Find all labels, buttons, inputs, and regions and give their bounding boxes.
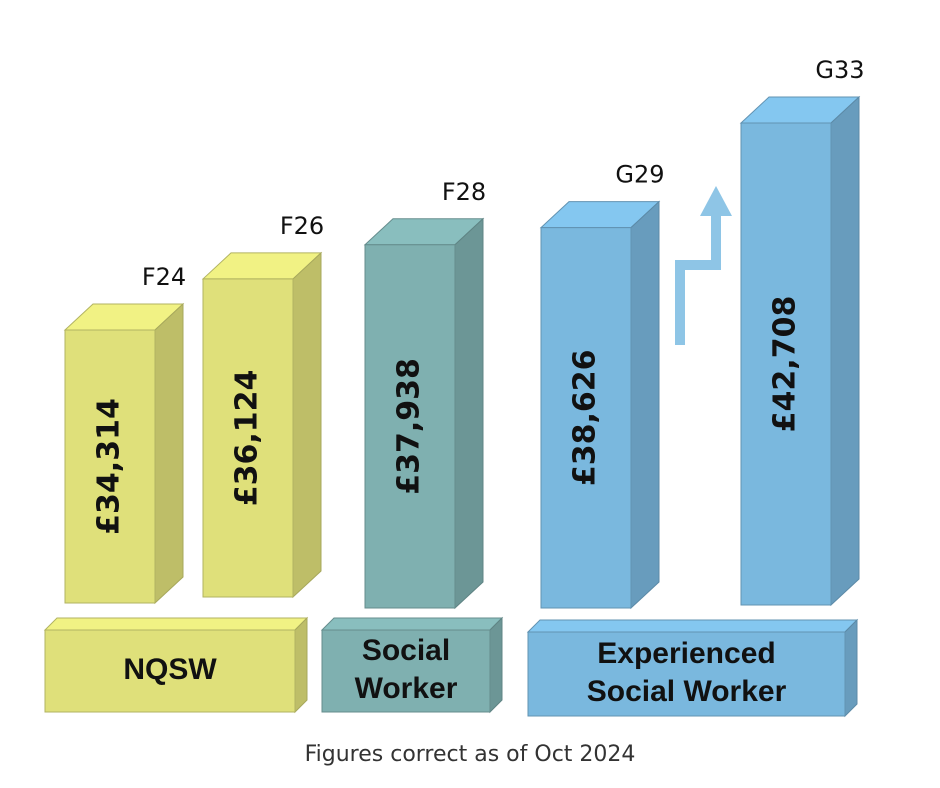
group-box xyxy=(44,629,296,713)
bar xyxy=(540,227,632,609)
group-box-top xyxy=(43,617,309,631)
bar-side xyxy=(630,200,660,610)
bar-side xyxy=(154,302,184,605)
group-label: Worker xyxy=(355,672,458,705)
group-box xyxy=(321,629,491,713)
group-box-top xyxy=(320,617,504,631)
value-label: £34,314 xyxy=(92,398,127,535)
bar xyxy=(364,244,456,609)
value-label: £38,626 xyxy=(568,349,603,486)
value-label: £37,938 xyxy=(392,358,427,495)
group-box-side xyxy=(489,616,503,714)
bar-side xyxy=(830,95,860,607)
group-label: Social Worker xyxy=(587,675,787,708)
grade-label: G29 xyxy=(615,161,664,189)
bar xyxy=(202,278,294,598)
group-label: NQSW xyxy=(123,653,217,686)
grade-label: G33 xyxy=(815,56,864,84)
group-label: Experienced xyxy=(597,637,775,670)
group-box-side xyxy=(844,618,858,718)
arrow xyxy=(675,215,721,345)
bar xyxy=(64,329,156,604)
group-box xyxy=(527,631,846,717)
value-label: £36,124 xyxy=(230,370,265,507)
arrow-head xyxy=(700,186,732,216)
grade-label: F28 xyxy=(442,178,486,206)
group-label: Social xyxy=(362,634,450,667)
bar-side xyxy=(454,217,484,610)
group-box-side xyxy=(294,616,308,714)
footnote: Figures correct as of Oct 2024 xyxy=(305,742,636,767)
grade-label: F24 xyxy=(142,263,186,291)
value-label: £42,708 xyxy=(768,296,803,433)
bar-side xyxy=(292,251,322,599)
group-box-top xyxy=(526,619,859,633)
grade-label: F26 xyxy=(280,212,324,240)
bar xyxy=(740,122,832,606)
